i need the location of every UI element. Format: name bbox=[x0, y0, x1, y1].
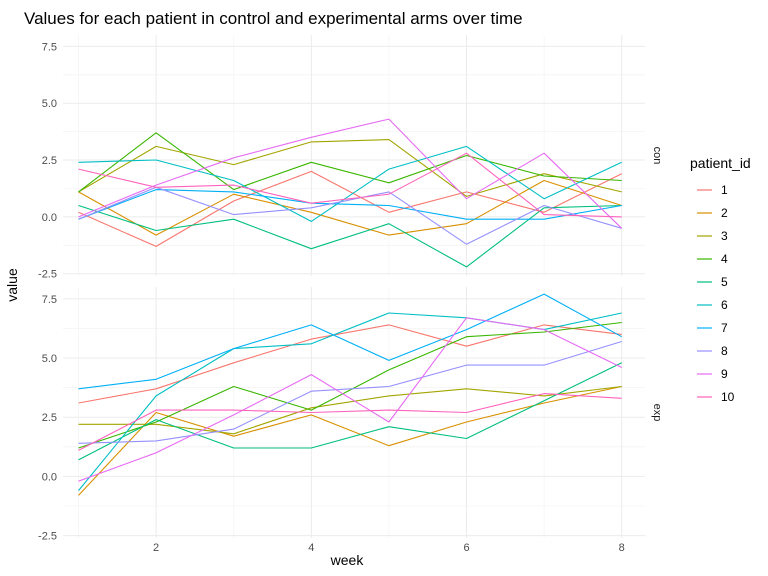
legend-label: 2 bbox=[721, 206, 728, 220]
series-line-con-patient-1 bbox=[78, 170, 622, 247]
series-line-con-patient-5 bbox=[78, 204, 622, 268]
series-line-con-patient-9 bbox=[78, 118, 623, 229]
legend-label: 4 bbox=[721, 252, 728, 266]
series-line-exp-patient-9 bbox=[78, 317, 622, 482]
legend-item-5: 5 bbox=[697, 275, 728, 289]
legend-label: 7 bbox=[721, 321, 728, 335]
strip-label-con: con bbox=[651, 147, 663, 165]
strip-label-exp: exp bbox=[651, 404, 663, 422]
legend-label: 5 bbox=[721, 275, 728, 289]
y-axis-title: value bbox=[4, 268, 20, 302]
legend-item-6: 6 bbox=[697, 298, 728, 312]
y-tick-label: -2.5 bbox=[38, 531, 57, 543]
y-tick-label: 0.0 bbox=[42, 471, 57, 483]
chart-title: Values for each patient in control and e… bbox=[24, 9, 523, 28]
x-tick-label: 2 bbox=[153, 542, 159, 554]
legend: patient_id 1 2 3 4 5 6 7 8 9 10 bbox=[690, 155, 751, 404]
series-line-exp-patient-10 bbox=[78, 393, 622, 451]
y-tick-label: 2.5 bbox=[42, 412, 57, 424]
legend-label: 10 bbox=[721, 390, 735, 404]
series-line-exp-patient-8 bbox=[78, 340, 622, 444]
legend-item-10: 10 bbox=[697, 390, 735, 404]
series-line-con-patient-10 bbox=[78, 152, 622, 218]
panel-exp: -2.5 0.0 2.5 5.0 7.5 exp bbox=[38, 287, 663, 543]
legend-item-4: 4 bbox=[697, 252, 728, 266]
series-line-exp-patient-7 bbox=[78, 293, 622, 390]
legend-item-8: 8 bbox=[697, 344, 728, 358]
legend-label: 1 bbox=[721, 183, 728, 197]
y-tick-label: 7.5 bbox=[42, 41, 57, 53]
series-line-exp-patient-3 bbox=[78, 385, 622, 435]
series-line-con-patient-6 bbox=[78, 145, 622, 222]
series-line-exp-patient-4 bbox=[78, 321, 622, 449]
panel-con: -2.5 0.0 2.5 5.0 7.5 con bbox=[38, 35, 663, 281]
series-line-exp-patient-1 bbox=[78, 324, 622, 404]
legend-item-7: 7 bbox=[697, 321, 728, 335]
x-tick-labels: 2 4 6 8 bbox=[153, 542, 625, 554]
y-tick-label: 5.0 bbox=[42, 98, 57, 110]
legend-item-9: 9 bbox=[697, 367, 728, 381]
series-line-exp-patient-5 bbox=[78, 362, 622, 461]
y-tick-label: 5.0 bbox=[42, 353, 57, 365]
legend-label: 3 bbox=[721, 229, 728, 243]
x-axis-title: week bbox=[330, 552, 365, 568]
legend-item-2: 2 bbox=[697, 206, 728, 220]
series-line-con-patient-8 bbox=[78, 186, 622, 245]
panels: -2.5 0.0 2.5 5.0 7.5 con -2.5 0.0 2.5 5.0 7.5 exp 2 4… bbox=[38, 35, 663, 554]
y-tick-label: -2.5 bbox=[38, 269, 57, 281]
series-line-con-patient-7 bbox=[78, 189, 622, 220]
x-tick-label: 6 bbox=[463, 542, 469, 554]
x-tick-label: 4 bbox=[308, 542, 314, 554]
legend-item-3: 3 bbox=[697, 229, 728, 243]
y-tick-label: 7.5 bbox=[42, 294, 57, 306]
legend-label: 8 bbox=[721, 344, 728, 358]
legend-label: 6 bbox=[721, 298, 728, 312]
legend-item-1: 1 bbox=[697, 183, 728, 197]
series-line-con-patient-4 bbox=[78, 132, 622, 193]
y-tick-label: 2.5 bbox=[42, 155, 57, 167]
series-line-con-patient-3 bbox=[78, 139, 622, 197]
legend-title: patient_id bbox=[690, 155, 751, 171]
y-tick-label: 0.0 bbox=[42, 212, 57, 224]
x-tick-label: 8 bbox=[619, 542, 625, 554]
legend-label: 9 bbox=[721, 367, 728, 381]
